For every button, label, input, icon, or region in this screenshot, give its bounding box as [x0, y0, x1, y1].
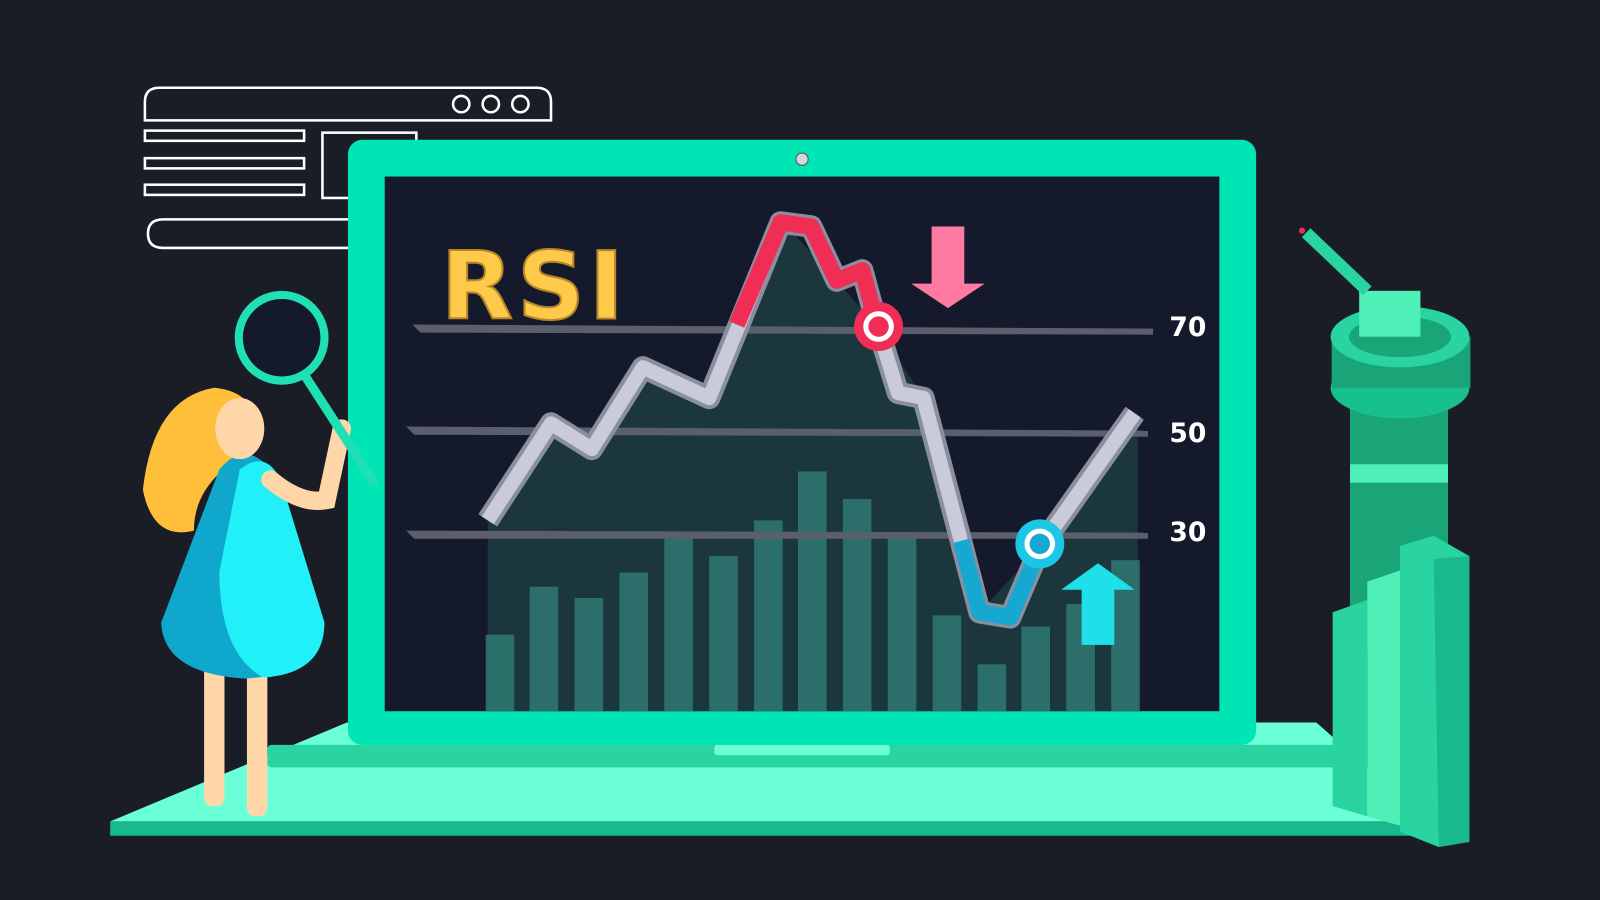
tower: [1298, 227, 1471, 654]
title: RSI: [441, 232, 628, 341]
overbought-segment: [729, 214, 886, 329]
level-label: 50: [1169, 418, 1206, 449]
volume-bars: [485, 471, 1140, 712]
green-bars: [1332, 535, 1470, 847]
laptop-base-edge: [110, 821, 1429, 836]
level-label: 70: [1169, 312, 1206, 343]
up-arrow: [1061, 563, 1135, 645]
woman: [142, 290, 379, 817]
level-label: 30: [1169, 517, 1206, 548]
laptop-hinge: [267, 744, 1352, 768]
area-fill: [487, 219, 1138, 712]
down-arrow: [911, 226, 985, 309]
oversold-segment: [953, 538, 1049, 626]
laptop-notch: [714, 744, 890, 756]
camera: [795, 152, 809, 166]
